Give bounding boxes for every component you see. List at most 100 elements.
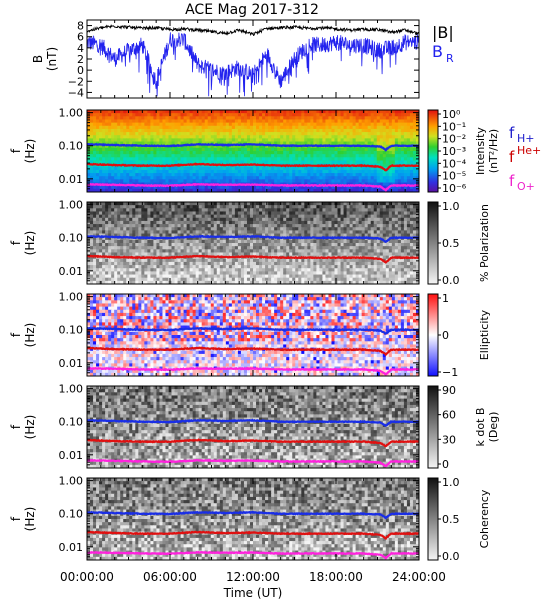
spectrogram-cell — [286, 166, 290, 171]
spectrogram-cell — [141, 202, 145, 206]
spectrogram-cell — [171, 211, 176, 216]
spectrogram-cell — [207, 220, 212, 225]
spectrogram-cell — [373, 243, 378, 247]
spectrogram-cell — [246, 135, 251, 139]
spectrogram-cell — [156, 116, 161, 121]
spectrogram-cell — [316, 141, 320, 146]
spectrogram-cell — [385, 224, 390, 228]
spectrogram-cell — [328, 252, 333, 257]
spectrogram-cell — [385, 154, 390, 158]
spectrogram-cell — [406, 243, 411, 247]
spectrogram-cell — [337, 246, 342, 250]
spectrogram-cell — [114, 214, 118, 219]
spectrogram-cell — [391, 110, 396, 114]
spectrogram-cell — [346, 214, 351, 219]
spectrogram-cell — [135, 176, 139, 180]
spectrogram-cell — [280, 119, 284, 124]
spectrogram-cell — [186, 132, 191, 136]
spectrogram-cell — [126, 141, 130, 146]
spectrogram-cell — [102, 211, 106, 216]
spectrogram-cell — [385, 188, 390, 192]
spectrogram-cell — [298, 249, 302, 254]
spectrogram-cell — [370, 160, 375, 165]
spectrogram-cell — [286, 141, 290, 146]
spectrogram-cell — [349, 230, 354, 235]
spectrogram-cell — [325, 173, 330, 177]
spectrogram-cell — [358, 179, 363, 184]
spectrogram-cell — [93, 211, 97, 216]
spectrogram-cell — [120, 179, 124, 184]
spectrogram-cell — [207, 138, 212, 143]
spectrogram-cell — [376, 227, 381, 231]
spectrogram-cell — [132, 214, 136, 219]
spectrogram-cell — [168, 135, 173, 139]
spectrogram-cell — [147, 224, 151, 228]
spectrogram-cell — [274, 125, 278, 130]
spectrogram-cell — [331, 125, 336, 130]
spectrogram-cell — [289, 113, 293, 117]
spectrogram-cell — [361, 116, 366, 121]
spectrogram-cell — [243, 147, 248, 152]
spectrogram-cell — [301, 110, 305, 114]
spectrogram-cell — [162, 217, 167, 222]
spectrogram-cell — [382, 185, 387, 190]
spectrogram-cell — [277, 157, 281, 162]
spectrogram-cell — [189, 128, 194, 133]
spectrogram-cell — [210, 243, 215, 247]
spectrogram-cell — [201, 125, 206, 130]
spectrogram-cell — [90, 144, 94, 149]
spectrogram-cell — [144, 116, 148, 121]
spectrogram-cell — [231, 113, 236, 117]
spectrogram-cell — [180, 249, 185, 254]
spectrogram-cell — [346, 160, 351, 165]
spectrogram-cell — [216, 239, 221, 244]
spectrogram-cell — [316, 188, 320, 192]
spectrogram-cell — [102, 132, 106, 136]
spectrogram-cell — [367, 224, 372, 228]
spectrogram-cell — [228, 113, 233, 117]
spectrogram-cell — [280, 122, 284, 127]
spectrogram-cell — [87, 119, 91, 124]
spectrogram-cell — [352, 119, 357, 124]
spectrogram-cell — [204, 166, 209, 171]
spectrogram-cell — [90, 119, 94, 124]
spectrogram-cell — [159, 217, 164, 222]
spectrogram-cell — [96, 179, 100, 184]
spectrogram-cell — [355, 185, 360, 190]
spectrogram-cell — [394, 116, 399, 121]
spectrogram-cell — [147, 214, 151, 219]
spectrogram-cell — [108, 211, 112, 216]
spectrogram-cell — [340, 147, 345, 152]
spectrogram-cell — [189, 220, 194, 225]
spectrogram-cell — [246, 122, 251, 127]
spectrogram-cell — [364, 246, 369, 250]
spectrogram-cell — [307, 173, 311, 177]
spectrogram-cell — [406, 214, 411, 219]
spectrogram-cell — [162, 147, 167, 152]
spectrogram-cell — [271, 113, 275, 117]
spectrogram-cell — [147, 188, 151, 192]
spectrogram-cell — [243, 252, 248, 257]
spectrogram-cell — [165, 202, 170, 206]
spectrogram-cell — [403, 239, 408, 244]
spectrogram-cell — [237, 243, 242, 247]
spectrogram-cell — [328, 179, 333, 184]
spectrogram-cell — [331, 157, 336, 162]
spectrogram-cell — [286, 233, 290, 238]
spectrogram-cell — [319, 135, 324, 139]
spectrogram-cell — [207, 176, 212, 180]
spectrogram-cell — [373, 239, 378, 244]
spectrogram-cell — [198, 185, 203, 190]
spectrogram-cell — [156, 230, 161, 235]
spectrogram-cell — [201, 211, 206, 216]
spectrogram-cell — [400, 243, 405, 247]
spectrogram-cell — [213, 144, 218, 149]
spectrogram-cell — [237, 157, 242, 162]
spectrogram-cell — [313, 154, 317, 158]
spectrogram-cell — [412, 128, 417, 133]
spectrogram-cell — [376, 138, 381, 143]
spectrogram-cell — [123, 224, 127, 228]
spectrogram-cell — [111, 224, 115, 228]
spectrogram-cell — [337, 185, 342, 190]
spectrogram-cell — [349, 217, 354, 222]
